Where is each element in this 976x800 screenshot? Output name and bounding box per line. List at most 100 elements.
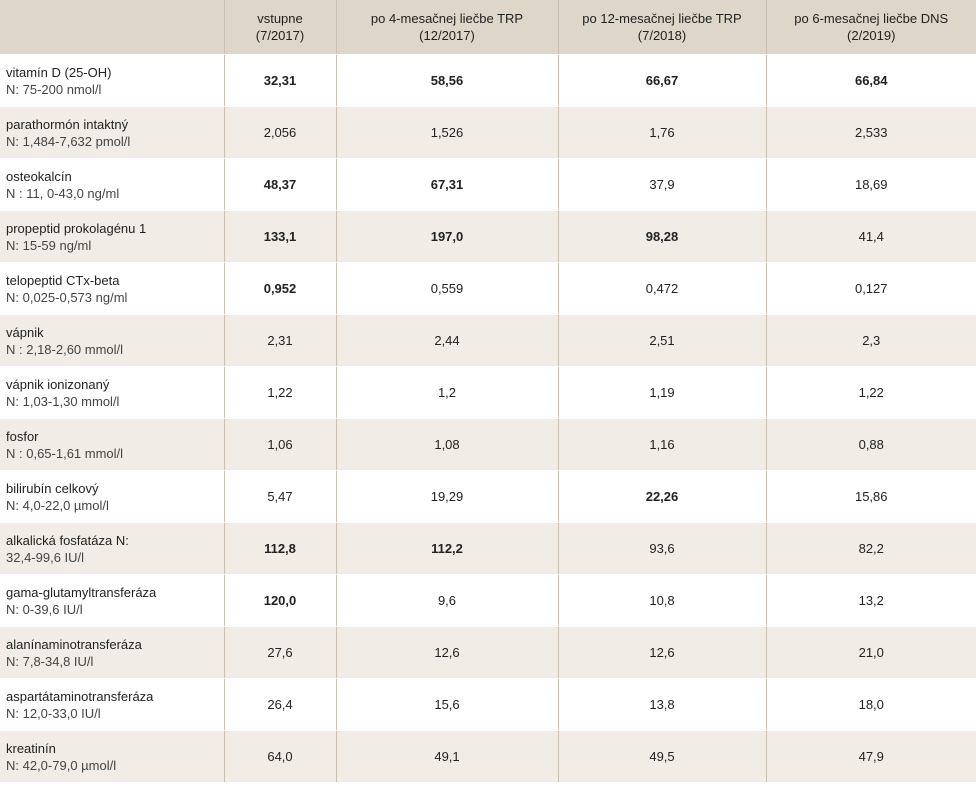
value-cell: 10,8 <box>558 574 767 627</box>
parameter-name: aspartátaminotransferáza <box>6 688 154 704</box>
value-cell: 120,0 <box>224 574 337 627</box>
header-line2: (2/2019) <box>847 28 896 43</box>
value-cell: 2,44 <box>336 314 559 367</box>
header-line1: po 6-mesačnej liečbe DNS <box>794 11 949 26</box>
value-cell: 64,0 <box>224 730 337 783</box>
value-cell: 1,06 <box>224 418 337 471</box>
parameter-cell: parathormón intaktný N: 1,484-7,632 pmol/… <box>0 106 225 159</box>
parameter-cell: gama-glutamyltransferáza N: 0-39,6 IU/l <box>0 574 225 627</box>
parameter-name: kreatinín <box>6 740 56 756</box>
header-line2: (7/2017) <box>255 28 305 43</box>
value-cell: 58,56 <box>336 54 559 107</box>
value-cell: 2,533 <box>766 106 976 159</box>
table-row: propeptid prokolagénu 1 N: 15-59 ng/ml 133… <box>0 210 976 263</box>
reference-range: N : 2,18-2,60 mmol/l <box>6 341 124 357</box>
reference-range: N: 1,03-1,30 mmol/l <box>6 393 120 409</box>
reference-range: 32,4-99,6 IU/l <box>6 549 85 565</box>
table-row: alkalická fosfatáza N: 32,4-99,6 IU/l 112,… <box>0 522 976 575</box>
reference-range: N : 11, 0-43,0 ng/ml <box>6 185 120 201</box>
parameter-cell: propeptid prokolagénu 1 N: 15-59 ng/ml <box>0 210 225 263</box>
value-cell: 9,6 <box>336 574 559 627</box>
value-cell: 22,26 <box>558 470 767 523</box>
lab-results-table: vstupne (7/2017) po 4-mesačnej liečbe TR… <box>0 0 976 783</box>
header-line1: vstupne <box>257 11 303 26</box>
reference-range: N: 0,025-0,573 ng/ml <box>6 289 128 305</box>
value-cell: 2,056 <box>224 106 337 159</box>
table-row: kreatinín N: 42,0-79,0 µmol/l 64,0 49,1 49,5… <box>0 730 976 783</box>
parameter-cell: fosfor N : 0,65-1,61 mmol/l <box>0 418 225 471</box>
table-row: fosfor N : 0,65-1,61 mmol/l 1,06 1,08 1,16 0,… <box>0 418 976 471</box>
parameter-cell: alkalická fosfatáza N: 32,4-99,6 IU/l <box>0 522 225 575</box>
value-cell: 1,19 <box>558 366 767 419</box>
parameter-cell: vitamín D (25-OH) N: 75-200 nmol/l <box>0 54 225 107</box>
value-cell: 18,69 <box>766 158 976 211</box>
value-cell: 1,22 <box>766 366 976 419</box>
header-cell-parameter <box>0 0 225 55</box>
reference-range: N: 7,8-34,8 IU/l <box>6 653 94 669</box>
value-cell: 66,84 <box>766 54 976 107</box>
table-row: parathormón intaktný N: 1,484-7,632 pmol/… <box>0 106 976 159</box>
parameter-name: bilirubín celkový <box>6 480 99 496</box>
parameter-cell: alanínaminotransferáza N: 7,8-34,8 IU/l <box>0 626 225 679</box>
table-row: vápnik N : 2,18-2,60 mmol/l 2,31 2,44 2,51 2,… <box>0 314 976 367</box>
value-cell: 0,127 <box>766 262 976 315</box>
value-cell: 12,6 <box>558 626 767 679</box>
value-cell: 13,2 <box>766 574 976 627</box>
parameter-name: parathormón intaktný <box>6 116 129 132</box>
value-cell: 47,9 <box>766 730 976 783</box>
value-cell: 197,0 <box>336 210 559 263</box>
value-cell: 13,8 <box>558 678 767 731</box>
value-cell: 0,88 <box>766 418 976 471</box>
parameter-cell: aspartátaminotransferáza N: 12,0-33,0 IU/… <box>0 678 225 731</box>
value-cell: 82,2 <box>766 522 976 575</box>
table-row: aspartátaminotransferáza N: 12,0-33,0 IU/… <box>0 678 976 731</box>
reference-range: N: 4,0-22,0 µmol/l <box>6 497 109 513</box>
header-line1: po 4-mesačnej liečbe TRP <box>370 11 524 26</box>
header-line1: po 12-mesačnej liečbe TRP <box>582 11 742 26</box>
value-cell: 19,29 <box>336 470 559 523</box>
reference-range: N: 15-59 ng/ml <box>6 237 92 253</box>
parameter-name: fosfor <box>6 428 39 444</box>
value-cell: 133,1 <box>224 210 337 263</box>
value-cell: 0,952 <box>224 262 337 315</box>
value-cell: 112,2 <box>336 522 559 575</box>
table-header: vstupne (7/2017) po 4-mesačnej liečbe TR… <box>0 0 976 55</box>
value-cell: 93,6 <box>558 522 767 575</box>
parameter-name: osteokalcín <box>6 168 72 184</box>
value-cell: 48,37 <box>224 158 337 211</box>
value-cell: 1,2 <box>336 366 559 419</box>
value-cell: 15,6 <box>336 678 559 731</box>
reference-range: N: 0-39,6 IU/l <box>6 601 83 617</box>
value-cell: 27,6 <box>224 626 337 679</box>
table-row: telopeptid CTx-beta N: 0,025-0,573 ng/ml 0… <box>0 262 976 315</box>
parameter-cell: kreatinín N: 42,0-79,0 µmol/l <box>0 730 225 783</box>
table-row: osteokalcín N : 11, 0-43,0 ng/ml 48,37 67,3… <box>0 158 976 211</box>
value-cell: 1,08 <box>336 418 559 471</box>
reference-range: N: 75-200 nmol/l <box>6 81 102 97</box>
value-cell: 0,559 <box>336 262 559 315</box>
parameter-name: alanínaminotransferáza <box>6 636 142 652</box>
header-line2: (7/2018) <box>637 28 687 43</box>
parameter-name: vitamín D (25-OH) <box>6 64 112 80</box>
value-cell: 18,0 <box>766 678 976 731</box>
value-cell: 0,472 <box>558 262 767 315</box>
value-cell: 41,4 <box>766 210 976 263</box>
value-cell: 98,28 <box>558 210 767 263</box>
header-cell-6-month-dns: po 6-mesačnej liečbe DNS (2/2019) <box>766 0 976 55</box>
value-cell: 49,5 <box>558 730 767 783</box>
reference-range: N : 0,65-1,61 mmol/l <box>6 445 124 461</box>
value-cell: 67,31 <box>336 158 559 211</box>
parameter-name: propeptid prokolagénu 1 <box>6 220 147 236</box>
value-cell: 1,16 <box>558 418 767 471</box>
table-row: alanínaminotransferáza N: 7,8-34,8 IU/l 27… <box>0 626 976 679</box>
header-cell-4-month: po 4-mesačnej liečbe TRP (12/2017) <box>336 0 559 55</box>
parameter-name: vápnik ionizonaný <box>6 376 110 392</box>
parameter-cell: vápnik N : 2,18-2,60 mmol/l <box>0 314 225 367</box>
parameter-cell: vápnik ionizonaný N: 1,03-1,30 mmol/l <box>0 366 225 419</box>
value-cell: 2,3 <box>766 314 976 367</box>
value-cell: 66,67 <box>558 54 767 107</box>
parameter-cell: osteokalcín N : 11, 0-43,0 ng/ml <box>0 158 225 211</box>
value-cell: 2,31 <box>224 314 337 367</box>
value-cell: 49,1 <box>336 730 559 783</box>
value-cell: 12,6 <box>336 626 559 679</box>
